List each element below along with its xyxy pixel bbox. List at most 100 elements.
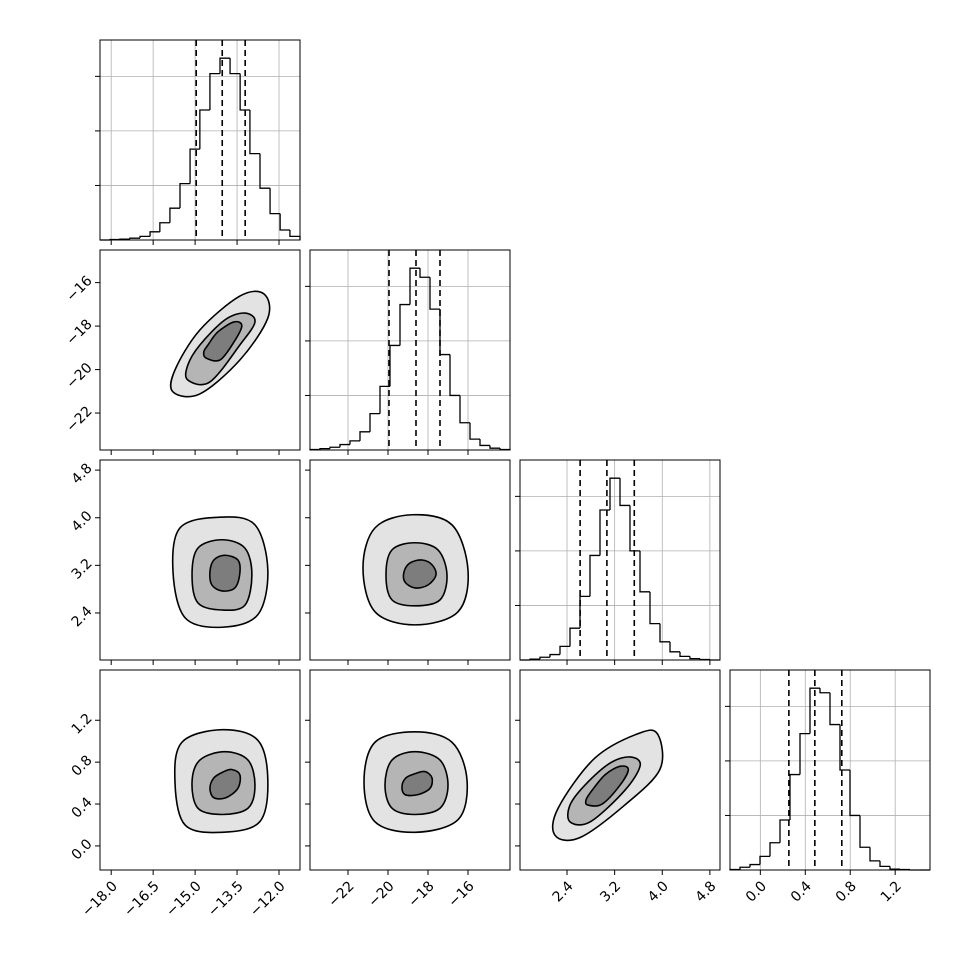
histogram-step (589, 554, 600, 597)
histogram-step (409, 267, 420, 305)
histogram-step (239, 73, 250, 111)
contour (401, 770, 434, 797)
x-tick-label: −16 (445, 878, 477, 910)
histogram-step (249, 110, 260, 155)
y-tick-label: 3.2 (69, 556, 96, 583)
histogram-step (809, 687, 820, 734)
x-tick-label: −13.5 (205, 878, 247, 920)
x-tick-label: −12.0 (247, 878, 289, 920)
y-tick-label: 0.0 (69, 836, 96, 863)
histogram-step (669, 641, 680, 653)
x-tick-label: 2.4 (550, 878, 577, 905)
histogram-step (879, 860, 890, 868)
histogram-step (329, 446, 340, 449)
histogram-step (399, 303, 410, 346)
panel-frame (99, 249, 301, 451)
histogram-step (259, 153, 271, 189)
histogram-step (659, 623, 670, 643)
histogram-step (189, 148, 200, 184)
y-tick-label: −16 (63, 273, 95, 305)
histogram-step (539, 656, 550, 660)
y-tick-label: 1.2 (69, 711, 96, 738)
histogram-step (279, 213, 290, 231)
x-tick-label: −15.0 (163, 878, 205, 920)
histogram-step (159, 222, 170, 232)
x-tick-label: −20 (365, 878, 397, 910)
histogram-step (649, 591, 660, 625)
panel-frame (519, 459, 721, 661)
panel-frame (309, 249, 511, 451)
histogram-step (199, 109, 210, 150)
x-tick-label: −18.0 (79, 878, 121, 920)
panel-frame (99, 669, 301, 871)
histogram-step (839, 724, 850, 771)
histogram-step (849, 770, 860, 817)
histogram-step (149, 231, 160, 237)
histogram-step (459, 395, 470, 424)
histogram-step (319, 447, 330, 450)
histogram-step (769, 842, 780, 857)
histogram-step (419, 268, 430, 278)
x-tick-label: 4.8 (692, 878, 719, 905)
y-tick-label: −20 (63, 360, 95, 392)
histogram-step (269, 188, 281, 215)
histogram-step (799, 732, 810, 775)
y-tick-label: 2.4 (69, 603, 96, 630)
histogram-step (209, 72, 220, 110)
histogram-step (569, 627, 580, 647)
histogram-step (229, 58, 241, 75)
y-tick-label: 0.8 (69, 752, 96, 779)
contour (209, 554, 241, 592)
histogram-step (489, 445, 500, 449)
x-tick-label: 0.4 (788, 878, 815, 905)
panel-frame (99, 39, 301, 241)
histogram-step (619, 478, 630, 507)
x-tick-label: 4.0 (645, 878, 672, 905)
contour (209, 768, 242, 800)
histogram-step (829, 692, 840, 726)
histogram-step (559, 645, 570, 655)
histogram-step (129, 237, 140, 240)
y-tick-label: 4.0 (69, 508, 96, 535)
panel-frame (309, 459, 511, 661)
histogram-step (379, 385, 390, 414)
histogram-step (579, 595, 590, 629)
histogram-step (179, 182, 191, 209)
histogram-step (169, 207, 180, 223)
contour (584, 765, 630, 807)
histogram-step (369, 412, 380, 432)
histogram-step (339, 443, 350, 448)
histogram-step (549, 653, 560, 658)
histogram-step (869, 847, 880, 862)
y-tick-label: −22 (63, 403, 95, 435)
x-tick-label: 3.2 (597, 878, 624, 905)
panel-frame (309, 669, 511, 871)
y-tick-label: 4.8 (69, 460, 96, 487)
panel-frame (519, 669, 721, 871)
histogram-step (759, 855, 770, 865)
histogram-step (629, 505, 640, 552)
x-tick-label: −16.5 (121, 878, 163, 920)
x-tick-label: 0.0 (743, 878, 770, 905)
x-tick-label: −22 (325, 878, 357, 910)
histogram-step (639, 550, 650, 593)
histogram-step (819, 688, 830, 694)
histogram-step (429, 277, 440, 310)
panel-frame (729, 669, 931, 871)
y-tick-label: −18 (63, 316, 95, 348)
histogram-step (389, 344, 400, 387)
x-tick-label: 1.2 (878, 878, 905, 905)
histogram-step (609, 477, 620, 510)
x-tick-label: −18 (405, 878, 437, 910)
histogram-step (449, 354, 460, 397)
contour (202, 320, 243, 362)
histogram-step (349, 440, 360, 445)
histogram-step (679, 651, 690, 658)
panel-frame (99, 459, 301, 661)
histogram-step (359, 431, 370, 441)
histogram-step (779, 819, 790, 843)
y-tick-label: 0.4 (69, 794, 96, 821)
x-tick-label: 0.8 (833, 878, 860, 905)
